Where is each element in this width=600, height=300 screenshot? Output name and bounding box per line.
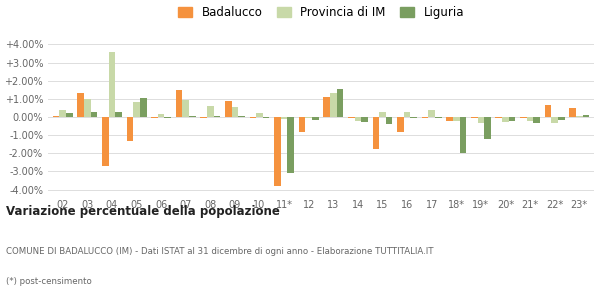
Bar bbox=[397, 117, 404, 132]
Bar bbox=[446, 117, 453, 121]
Bar bbox=[471, 117, 478, 118]
Bar bbox=[305, 117, 312, 118]
Bar bbox=[337, 89, 343, 117]
Bar bbox=[256, 113, 263, 117]
Bar bbox=[323, 97, 330, 117]
Bar bbox=[263, 117, 269, 118]
Bar bbox=[569, 108, 576, 117]
Bar bbox=[312, 117, 319, 120]
Bar bbox=[373, 117, 379, 149]
Bar bbox=[232, 107, 238, 117]
Bar bbox=[238, 116, 245, 117]
Bar bbox=[189, 116, 196, 117]
Bar bbox=[158, 114, 164, 117]
Text: (*) post-censimento: (*) post-censimento bbox=[6, 277, 92, 286]
Bar bbox=[59, 110, 66, 117]
Bar bbox=[404, 112, 410, 117]
Bar bbox=[478, 117, 484, 123]
Bar bbox=[533, 117, 540, 123]
Bar bbox=[502, 117, 509, 122]
Bar bbox=[460, 117, 466, 153]
Bar bbox=[551, 117, 558, 123]
Text: COMUNE DI BADALUCCO (IM) - Dati ISTAT al 31 dicembre di ogni anno - Elaborazione: COMUNE DI BADALUCCO (IM) - Dati ISTAT al… bbox=[6, 247, 433, 256]
Bar bbox=[207, 106, 214, 117]
Bar bbox=[576, 116, 583, 117]
Bar bbox=[484, 117, 491, 139]
Bar bbox=[164, 117, 171, 118]
Bar bbox=[410, 117, 417, 118]
Bar bbox=[355, 117, 361, 121]
Bar bbox=[558, 117, 565, 120]
Bar bbox=[435, 117, 442, 118]
Bar bbox=[520, 117, 527, 118]
Bar bbox=[133, 102, 140, 117]
Bar bbox=[428, 110, 435, 117]
Bar bbox=[115, 112, 122, 117]
Bar bbox=[453, 117, 460, 121]
Bar bbox=[140, 98, 146, 117]
Bar bbox=[250, 117, 256, 118]
Bar bbox=[496, 117, 502, 118]
Text: Variazione percentuale della popolazione: Variazione percentuale della popolazione bbox=[6, 205, 280, 218]
Bar bbox=[182, 100, 189, 117]
Bar bbox=[53, 116, 59, 117]
Bar bbox=[102, 117, 109, 166]
Bar bbox=[225, 101, 232, 117]
Bar bbox=[583, 115, 589, 117]
Bar bbox=[287, 117, 294, 173]
Bar bbox=[527, 117, 533, 121]
Bar bbox=[109, 52, 115, 117]
Bar bbox=[348, 117, 355, 118]
Bar bbox=[127, 117, 133, 142]
Bar bbox=[214, 116, 220, 117]
Bar bbox=[281, 117, 287, 119]
Bar bbox=[84, 99, 91, 117]
Bar bbox=[545, 105, 551, 117]
Bar bbox=[200, 117, 207, 118]
Bar bbox=[330, 92, 337, 117]
Bar bbox=[386, 117, 392, 124]
Bar bbox=[91, 112, 97, 117]
Bar bbox=[422, 117, 428, 118]
Bar bbox=[509, 117, 515, 121]
Bar bbox=[274, 117, 281, 186]
Bar bbox=[151, 117, 158, 118]
Bar bbox=[176, 90, 182, 117]
Bar bbox=[66, 113, 73, 117]
Bar bbox=[299, 117, 305, 131]
Bar bbox=[77, 93, 84, 117]
Legend: Badalucco, Provincia di IM, Liguria: Badalucco, Provincia di IM, Liguria bbox=[173, 1, 469, 24]
Bar bbox=[379, 112, 386, 117]
Bar bbox=[361, 117, 368, 122]
